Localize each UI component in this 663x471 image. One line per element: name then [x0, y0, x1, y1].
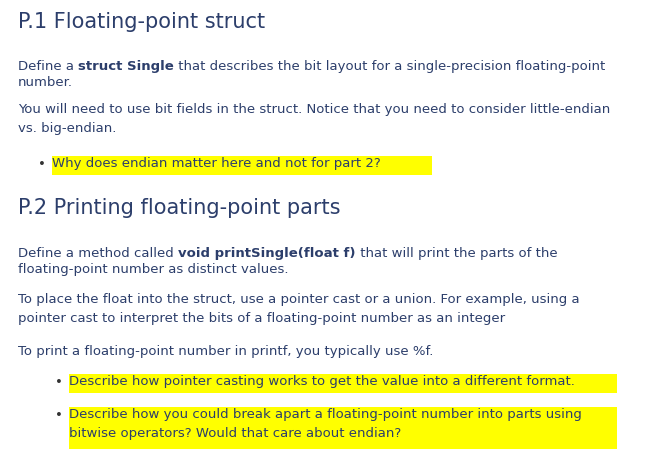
- Text: •: •: [55, 409, 63, 422]
- Bar: [69, 407, 617, 449]
- Text: To print a floating-point number in printf, you typically use %f.: To print a floating-point number in prin…: [18, 345, 434, 358]
- Text: Describe how you could break apart a floating-point number into parts using
bitw: Describe how you could break apart a flo…: [69, 408, 582, 440]
- Text: P.1 Floating-point struct: P.1 Floating-point struct: [18, 12, 265, 32]
- Text: Describe how pointer casting works to get the value into a different format.: Describe how pointer casting works to ge…: [69, 375, 575, 388]
- Text: •: •: [38, 158, 46, 171]
- Text: void printSingle(float f): void printSingle(float f): [178, 247, 355, 260]
- Text: Define a: Define a: [18, 60, 78, 73]
- Text: Define a method called: Define a method called: [18, 247, 178, 260]
- Text: •: •: [55, 376, 63, 389]
- Bar: [52, 156, 432, 175]
- Text: Why does endian matter here and not for part 2?: Why does endian matter here and not for …: [52, 157, 381, 170]
- Text: struct Single: struct Single: [78, 60, 174, 73]
- Text: floating-point number as distinct values.: floating-point number as distinct values…: [18, 263, 288, 276]
- Text: number.: number.: [18, 76, 73, 89]
- Text: that will print the parts of the: that will print the parts of the: [355, 247, 557, 260]
- Text: that describes the bit layout for a single-precision floating-point: that describes the bit layout for a sing…: [174, 60, 605, 73]
- Text: You will need to use bit fields in the struct. Notice that you need to consider : You will need to use bit fields in the s…: [18, 103, 610, 135]
- Bar: [69, 374, 617, 393]
- Text: To place the float into the struct, use a pointer cast or a union. For example, : To place the float into the struct, use …: [18, 293, 579, 325]
- Text: P.2 Printing floating-point parts: P.2 Printing floating-point parts: [18, 198, 341, 218]
